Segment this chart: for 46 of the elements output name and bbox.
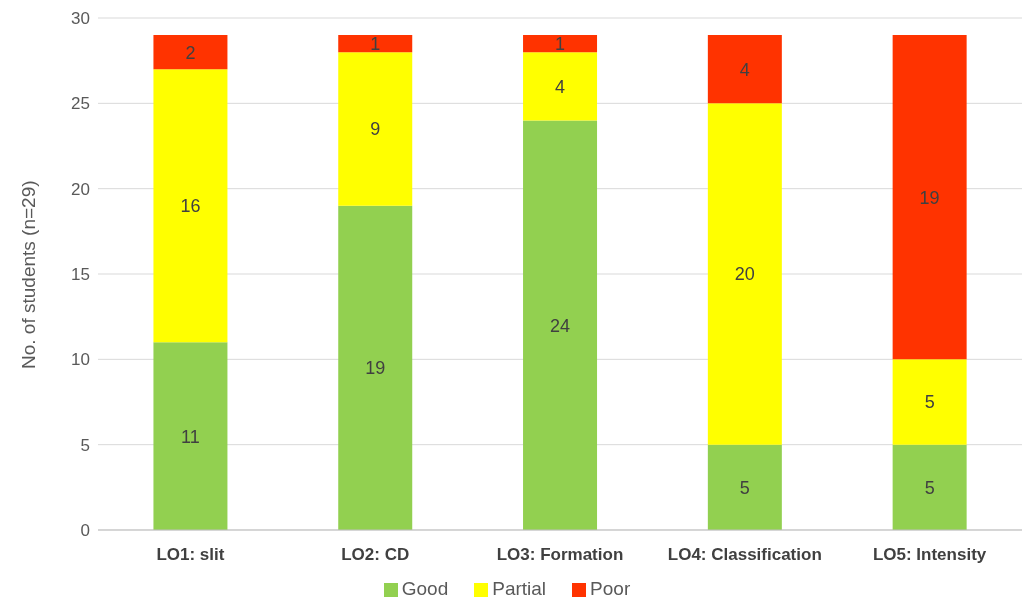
x-tick-label: LO3: Formation: [496, 545, 624, 565]
bar: [153, 342, 228, 530]
data-label: 19: [919, 187, 940, 208]
bar: [707, 444, 782, 530]
data-label: 2: [185, 42, 196, 63]
data-label: 4: [555, 76, 566, 97]
bar: [338, 205, 413, 530]
bar: [338, 35, 413, 53]
data-label: 5: [924, 392, 935, 413]
legend-label: Good: [401, 578, 449, 599]
bar: [892, 444, 967, 530]
legend-label: Poor: [590, 578, 631, 599]
bar: [338, 52, 413, 206]
x-tick-label: LO5: Intensity: [872, 545, 987, 565]
data-label: 1: [555, 33, 566, 54]
x-tick-label: LO4: Classification: [667, 545, 822, 565]
y-tick-label: 0: [80, 521, 90, 541]
data-label: 1: [370, 33, 381, 54]
data-label: 9: [370, 119, 381, 140]
y-tick-label: 5: [80, 435, 90, 455]
x-tick-label: LO2: CD: [341, 545, 410, 565]
bar: [707, 35, 782, 104]
x-tick-label: LO1: slit: [156, 545, 225, 565]
bar: [892, 35, 967, 360]
data-label: 5: [739, 477, 750, 498]
data-label: 24: [550, 315, 571, 336]
data-label: 20: [734, 264, 755, 285]
bar: [153, 69, 228, 343]
y-tick-label: 15: [71, 265, 90, 285]
y-tick-label: 25: [71, 94, 90, 114]
y-tick-label: 10: [71, 350, 90, 370]
bar: [523, 35, 598, 53]
data-label: 4: [739, 59, 750, 80]
bar: [523, 52, 598, 121]
y-tick-label: 20: [71, 179, 90, 199]
y-tick-label: 30: [71, 9, 90, 29]
bar: [892, 359, 967, 445]
bar: [153, 35, 228, 70]
data-label: 16: [180, 196, 201, 217]
legend-label: Partial: [492, 578, 547, 599]
data-label: 5: [924, 477, 935, 498]
y-axis-title: No. of students (n=29): [17, 180, 39, 369]
data-label: 19: [365, 358, 386, 379]
data-label: 11: [181, 426, 200, 447]
bar: [707, 103, 782, 445]
bar: [523, 120, 598, 530]
